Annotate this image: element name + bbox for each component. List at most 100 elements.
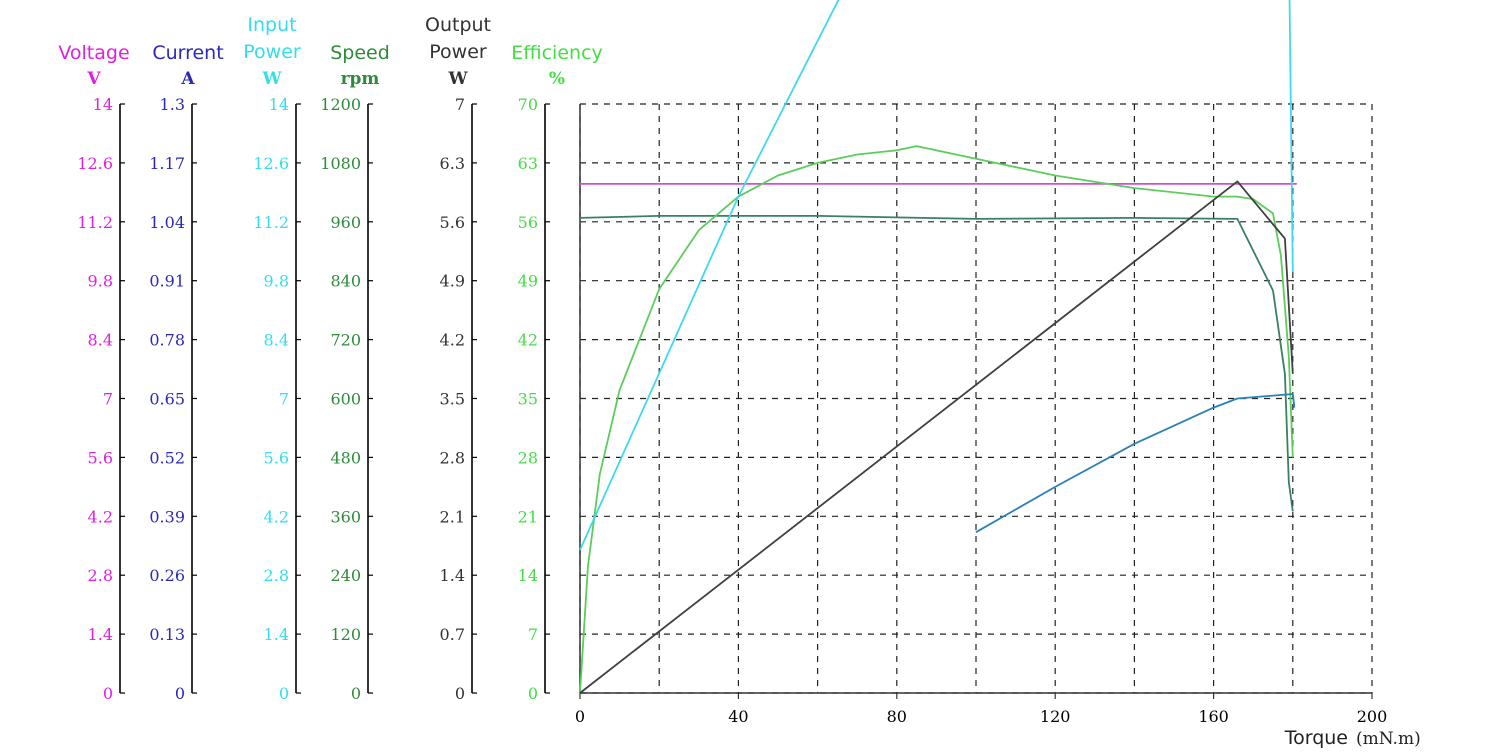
y-tick-label-efficiency: 63	[518, 154, 538, 173]
y-axis-speed: Speed rpm 0 120 240 360 480 600 720 840 960 1080 120…	[320, 42, 390, 703]
y-axis-title-current: Current	[152, 42, 223, 64]
y-axis-output_power: Output Power W 0 0.7 1.4 2.1 2.8 3.5 4.2 4.9 5.6 6.3…	[425, 14, 491, 703]
y-tick-label-speed: 0	[351, 684, 361, 703]
y-tick-label-speed: 240	[330, 566, 361, 585]
y-tick-label-speed: 480	[330, 448, 361, 467]
series-line-speed	[579, 214, 1294, 512]
x-tick-label: 160	[1198, 707, 1229, 726]
y-tick-label-output_power: 7	[455, 95, 465, 114]
y-tick-label-voltage: 11.2	[77, 213, 113, 232]
y-tick-label-voltage: 9.8	[88, 272, 113, 291]
y-tick-label-output_power: 4.2	[440, 331, 465, 350]
y-tick-label-efficiency: 56	[518, 213, 538, 232]
y-tick-label-output_power: 6.3	[440, 154, 465, 173]
y-tick-label-speed: 600	[330, 390, 361, 409]
y-tick-label-current: 0.26	[149, 566, 185, 585]
y-tick-label-speed: 960	[330, 213, 361, 232]
y-tick-label-input_power: 7	[279, 390, 289, 409]
x-axis-label: Torque	[1284, 727, 1348, 749]
data-series	[579, 0, 1297, 694]
y-tick-label-efficiency: 35	[518, 390, 538, 409]
y-tick-label-current: 0.65	[149, 390, 185, 409]
y-axis-title-efficiency: Efficiency	[511, 42, 603, 64]
y-tick-label-current: 0.13	[149, 625, 185, 644]
y-axis-unit-efficiency: %	[549, 69, 565, 89]
y-tick-label-output_power: 4.9	[440, 272, 465, 291]
y-tick-label-voltage: 5.6	[88, 448, 113, 467]
y-tick-label-output_power: 2.8	[440, 448, 465, 467]
y-tick-label-speed: 120	[330, 625, 361, 644]
y-tick-label-voltage: 12.6	[77, 154, 113, 173]
y-tick-label-efficiency: 7	[528, 625, 538, 644]
y-axis-unit-input_power: W	[261, 69, 282, 89]
y-tick-label-input_power: 0	[279, 684, 289, 703]
y-axis-unit-output_power: W	[447, 69, 468, 89]
y-axis-title-voltage: Voltage	[58, 42, 129, 64]
x-tick-label: 120	[1040, 707, 1071, 726]
y-tick-label-voltage: 2.8	[88, 566, 113, 585]
y-axis-unit-voltage: V	[86, 69, 101, 89]
y-axis-efficiency: Efficiency% 0 7 14 21 28 35 42 49 56 63 70	[511, 42, 603, 703]
y-tick-label-speed: 720	[330, 331, 361, 350]
x-tick-label: 200	[1357, 707, 1388, 726]
y-tick-label-speed: 1080	[320, 154, 361, 173]
y-tick-label-efficiency: 42	[518, 331, 538, 350]
y-tick-label-input_power: 11.2	[253, 213, 289, 232]
y-tick-label-current: 0.52	[149, 448, 185, 467]
y-axis-input_power: Input Power W 0 1.4 2.8 4.2 5.6 7 8.4 9.8 11.2 12.6 1…	[243, 14, 301, 703]
y-axis-title-input_power: Input	[247, 14, 296, 36]
y-tick-label-current: 0.78	[149, 331, 185, 350]
y-tick-label-voltage: 1.4	[88, 625, 113, 644]
y-tick-label-output_power: 0	[455, 684, 465, 703]
y-axis-title-output_power: Power	[429, 41, 487, 63]
y-tick-label-output_power: 5.6	[440, 213, 465, 232]
y-tick-label-output_power: 2.1	[440, 507, 465, 526]
y-axis-unit-current: A	[180, 69, 195, 89]
y-tick-label-current: 0.39	[149, 507, 185, 526]
y-tick-label-current: 1.3	[160, 95, 185, 114]
series-line-current	[975, 393, 1296, 533]
y-tick-label-voltage: 8.4	[88, 331, 113, 350]
x-axis-unit: (mN.m)	[1356, 729, 1421, 749]
y-tick-label-input_power: 5.6	[264, 448, 289, 467]
y-tick-label-voltage: 7	[103, 390, 113, 409]
y-tick-label-voltage: 14	[93, 95, 113, 114]
y-axis-title-speed: Speed	[330, 42, 390, 64]
y-tick-label-voltage: 4.2	[88, 507, 113, 526]
y-tick-label-current: 1.04	[149, 213, 185, 232]
y-tick-label-efficiency: 0	[528, 684, 538, 703]
y-axis-voltage: Voltage V 0 1.4 2.8 4.2 5.6 7 8.4 9.8 11.2 12.6 14	[58, 42, 129, 703]
y-tick-label-current: 0.91	[149, 272, 185, 291]
y-axis-title-input_power: Power	[243, 41, 301, 63]
y-tick-label-speed: 840	[330, 272, 361, 291]
y-tick-label-input_power: 8.4	[264, 331, 289, 350]
y-tick-label-efficiency: 49	[518, 272, 538, 291]
y-tick-label-input_power: 1.4	[264, 625, 289, 644]
y-tick-label-speed: 1200	[320, 95, 361, 114]
y-tick-label-output_power: 1.4	[440, 566, 465, 585]
series-line-input_power	[579, 0, 1294, 551]
y-tick-label-input_power: 2.8	[264, 566, 289, 585]
y-axis-current: Current A 0 0.13 0.26 0.39 0.52 0.65 0.78 0.91 1.0…	[149, 42, 223, 703]
y-axis-title-output_power: Output	[425, 14, 491, 36]
y-tick-label-output_power: 3.5	[440, 390, 465, 409]
y-tick-label-efficiency: 28	[518, 448, 538, 467]
y-tick-label-efficiency: 14	[518, 566, 538, 585]
plot-grid	[579, 103, 1373, 694]
y-tick-label-input_power: 12.6	[253, 154, 289, 173]
x-tick-label: 0	[575, 707, 585, 726]
y-tick-label-input_power: 4.2	[264, 507, 289, 526]
y-tick-label-speed: 360	[330, 507, 361, 526]
y-tick-label-input_power: 14	[269, 95, 289, 114]
y-tick-label-efficiency: 70	[518, 95, 538, 114]
y-axes: Voltage V 0 1.4 2.8 4.2 5.6 7 8.4 9.8 11.2 12.6 14 Cu…	[58, 14, 602, 703]
y-tick-label-current: 0	[175, 684, 185, 703]
x-axis: 0 40 80 120 160 200 Torque (mN.m)	[575, 693, 1421, 749]
x-tick-label: 40	[728, 707, 748, 726]
y-tick-label-current: 1.17	[149, 154, 185, 173]
y-tick-label-efficiency: 21	[518, 507, 538, 526]
series-line-output_power	[579, 180, 1294, 694]
y-tick-label-output_power: 0.7	[440, 625, 465, 644]
series-line-efficiency	[579, 145, 1294, 694]
